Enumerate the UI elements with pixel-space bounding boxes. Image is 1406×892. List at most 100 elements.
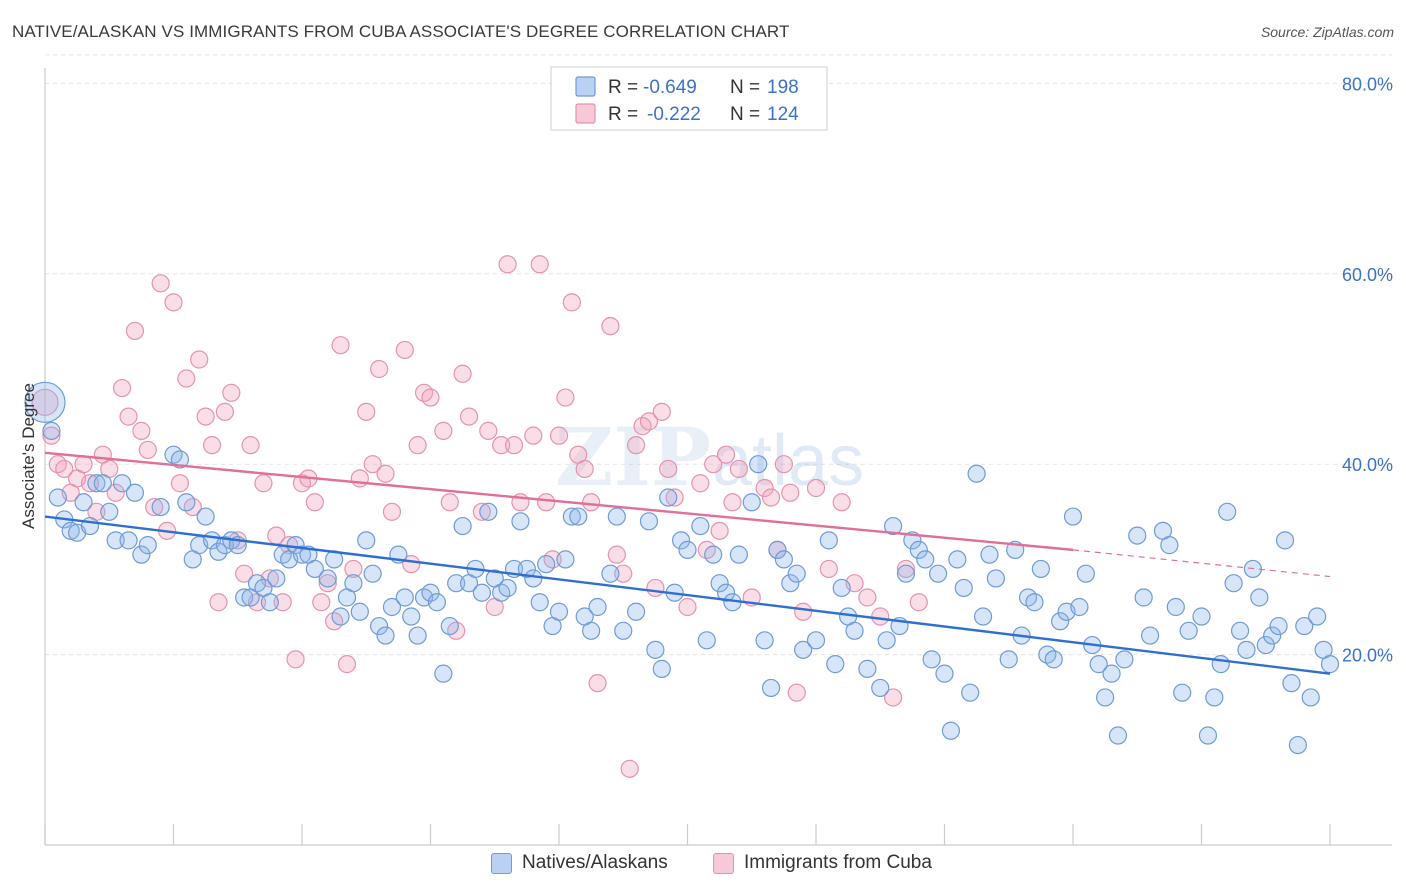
cuba-point [112, 378, 132, 398]
cuba-point [196, 407, 215, 426]
natives-point [42, 421, 61, 440]
natives-point [729, 545, 749, 564]
cuba-point [318, 574, 337, 593]
legend-item-natives[interactable]: Natives/Alaskans [491, 852, 668, 874]
natives-point [1263, 626, 1282, 645]
natives-point [582, 621, 601, 640]
legend-item-cuba[interactable]: Immigrants from Cuba [713, 852, 932, 874]
cuba-point [286, 650, 305, 669]
natives-point [999, 650, 1018, 669]
cuba-point [806, 478, 826, 498]
cuba-point [575, 459, 594, 479]
series-immigrants-from-cuba [31, 255, 928, 778]
natives-point [774, 550, 793, 569]
legend-n-label-1: N = [730, 77, 760, 98]
natives-point [125, 483, 145, 502]
y-tick-label-2: 60.0% [1342, 265, 1393, 285]
cuba-point [151, 274, 170, 293]
natives-point [1140, 626, 1160, 645]
cuba-point [331, 336, 350, 355]
legend-r-label-1: R = [608, 77, 638, 98]
natives-point [1275, 531, 1295, 550]
natives-point [883, 516, 903, 536]
natives-point [498, 578, 517, 598]
natives-point [916, 550, 935, 569]
natives-point [24, 381, 66, 423]
natives-point [761, 678, 781, 698]
natives-point [427, 593, 447, 612]
cuba-point [222, 383, 241, 402]
cuba-point [858, 588, 877, 607]
legend-n-value-1: 198 [767, 77, 799, 98]
natives-point [87, 474, 106, 493]
natives-point [858, 659, 877, 678]
natives-point [569, 507, 588, 526]
cuba-point [659, 459, 678, 479]
natives-point [196, 507, 215, 526]
natives-point [646, 640, 665, 659]
cuba-point [434, 421, 453, 440]
legend-label-natives: Natives/Alaskans [522, 852, 668, 873]
cuba-point [363, 455, 382, 474]
natives-point [671, 531, 691, 550]
legend-swatch-cuba [713, 852, 734, 874]
cuba-point [819, 559, 838, 579]
natives-point [678, 540, 697, 559]
natives-point [376, 626, 395, 645]
cuba-point [781, 483, 800, 502]
cuba-point [241, 436, 260, 455]
natives-point [652, 659, 671, 678]
cuba-point [787, 683, 806, 702]
natives-point [549, 602, 569, 621]
cuba-point [106, 483, 125, 502]
natives-point [787, 564, 806, 583]
cuba-point [607, 545, 626, 564]
natives-point [1173, 683, 1192, 702]
natives-point [961, 683, 980, 702]
natives-point [382, 597, 402, 617]
natives-point [112, 474, 132, 493]
cuba-point [704, 455, 723, 474]
cuba-point [235, 564, 254, 583]
natives-point [1198, 726, 1218, 745]
cuba-point [376, 464, 395, 483]
cuba-point [588, 674, 607, 693]
natives-point [980, 545, 999, 564]
cuba-point [524, 426, 543, 445]
natives-point [517, 559, 536, 579]
natives-point [1230, 621, 1250, 640]
natives-point [318, 569, 337, 588]
cuba-point [190, 350, 209, 369]
cuba-point [652, 402, 671, 421]
natives-point [1134, 588, 1153, 607]
natives-point [74, 493, 93, 512]
cuba-point [723, 493, 742, 512]
cuba-point [344, 559, 363, 579]
cuba-point [459, 407, 479, 426]
natives-point [941, 721, 961, 740]
natives-point [973, 607, 993, 626]
cuba-point [498, 255, 517, 274]
natives-point [370, 616, 389, 636]
natives-point [1320, 655, 1340, 674]
natives-point [1102, 664, 1121, 683]
cuba-point [370, 359, 389, 379]
natives-point [1282, 674, 1301, 693]
natives-point [1051, 612, 1070, 631]
natives-point [170, 450, 190, 469]
cuba-point [530, 255, 549, 274]
natives-point [479, 502, 498, 521]
natives-point [305, 559, 324, 579]
natives-point [1256, 635, 1275, 655]
natives-point [209, 542, 228, 561]
natives-point [472, 583, 491, 602]
natives-point [138, 536, 157, 555]
natives-point [453, 516, 472, 536]
cuba-point [202, 436, 222, 455]
cuba-point [691, 474, 710, 493]
natives-point [1096, 688, 1115, 707]
natives-point [530, 593, 549, 612]
natives-point [100, 502, 119, 521]
cuba-point [164, 293, 183, 312]
cuba-point [678, 597, 697, 617]
